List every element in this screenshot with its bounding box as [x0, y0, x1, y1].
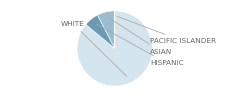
Wedge shape — [77, 11, 152, 86]
Text: ASIAN: ASIAN — [109, 18, 172, 55]
Text: HISPANIC: HISPANIC — [96, 24, 184, 66]
Wedge shape — [114, 11, 115, 48]
Text: PACIFIC ISLANDER: PACIFIC ISLANDER — [117, 16, 216, 44]
Wedge shape — [86, 15, 115, 48]
Text: WHITE: WHITE — [61, 21, 127, 76]
Wedge shape — [97, 11, 115, 48]
